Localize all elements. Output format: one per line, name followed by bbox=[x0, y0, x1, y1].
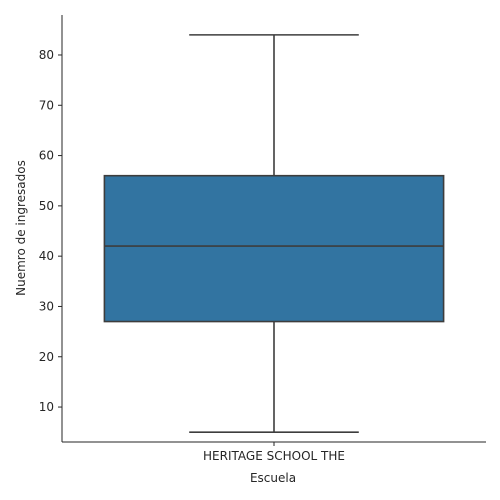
y-tick-label: 40 bbox=[39, 249, 54, 263]
y-tick-label: 20 bbox=[39, 350, 54, 364]
x-tick-label: HERITAGE SCHOOL THE bbox=[203, 449, 345, 463]
x-axis-title: Escuela bbox=[250, 471, 296, 485]
y-tick-label: 60 bbox=[39, 149, 54, 163]
iqr-box bbox=[103, 174, 445, 323]
y-tick-label: 30 bbox=[39, 299, 54, 313]
y-tick-label: 70 bbox=[39, 98, 54, 112]
tick-labels: 10 20 30 40 50 60 70 80 HERITAGE SCHOOL THE bbox=[39, 48, 345, 463]
axes bbox=[58, 15, 486, 446]
y-tick-label: 80 bbox=[39, 48, 54, 62]
box-marks bbox=[103, 34, 445, 433]
y-axis-title: Nuemro de ingresados bbox=[14, 160, 28, 296]
y-tick-label: 10 bbox=[39, 400, 54, 414]
y-tick-label: 50 bbox=[39, 199, 54, 213]
